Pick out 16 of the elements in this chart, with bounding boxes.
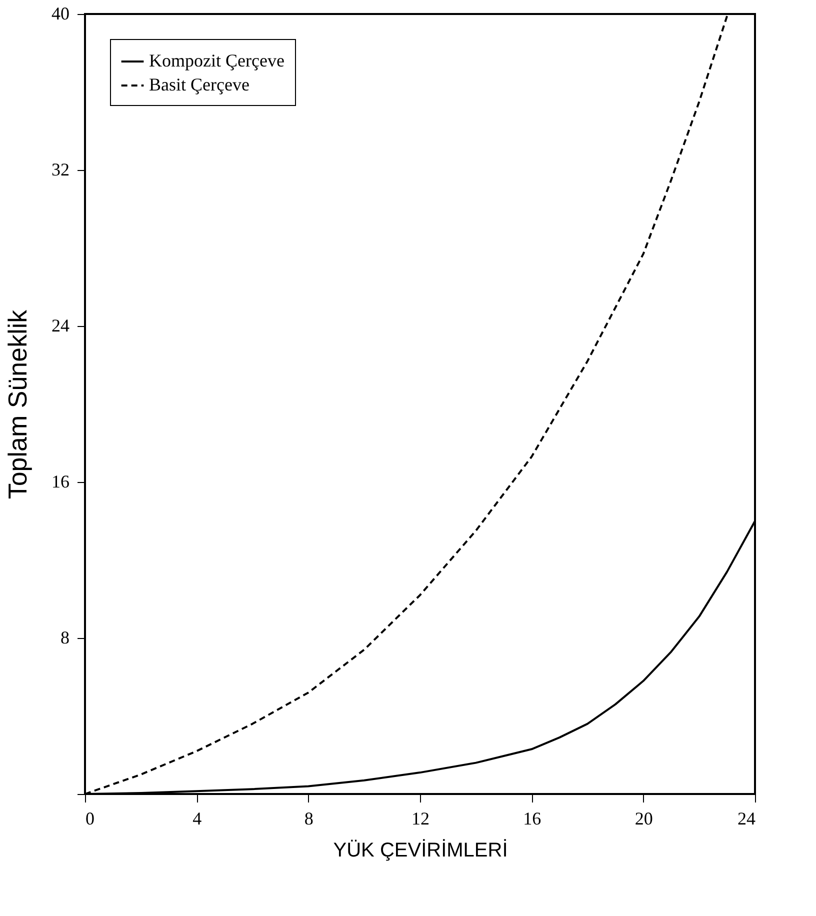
legend-label: Kompozit Çerçeve — [149, 50, 284, 70]
x-tick-label: 12 — [412, 808, 430, 828]
y-tick-label: 24 — [52, 316, 70, 336]
x-tick-label: 24 — [738, 808, 756, 828]
x-axis-title: YÜK ÇEVİRİMLERİ — [333, 838, 508, 862]
y-tick-label: 16 — [52, 472, 70, 492]
x-tick-label: 16 — [523, 808, 542, 828]
legend-label: Basit Çerçeve — [149, 74, 250, 94]
x-tick-label: 4 — [192, 808, 202, 828]
y-tick-label: 8 — [60, 628, 70, 648]
x-tick-label: 0 — [86, 808, 94, 828]
y-tick-label: 40 — [52, 4, 70, 24]
x-tick-label: 8 — [304, 808, 314, 828]
y-axis-title: Toplam Süneklik — [2, 308, 32, 500]
x-tick-label: 20 — [634, 808, 653, 828]
y-tick-label: 32 — [52, 160, 70, 180]
